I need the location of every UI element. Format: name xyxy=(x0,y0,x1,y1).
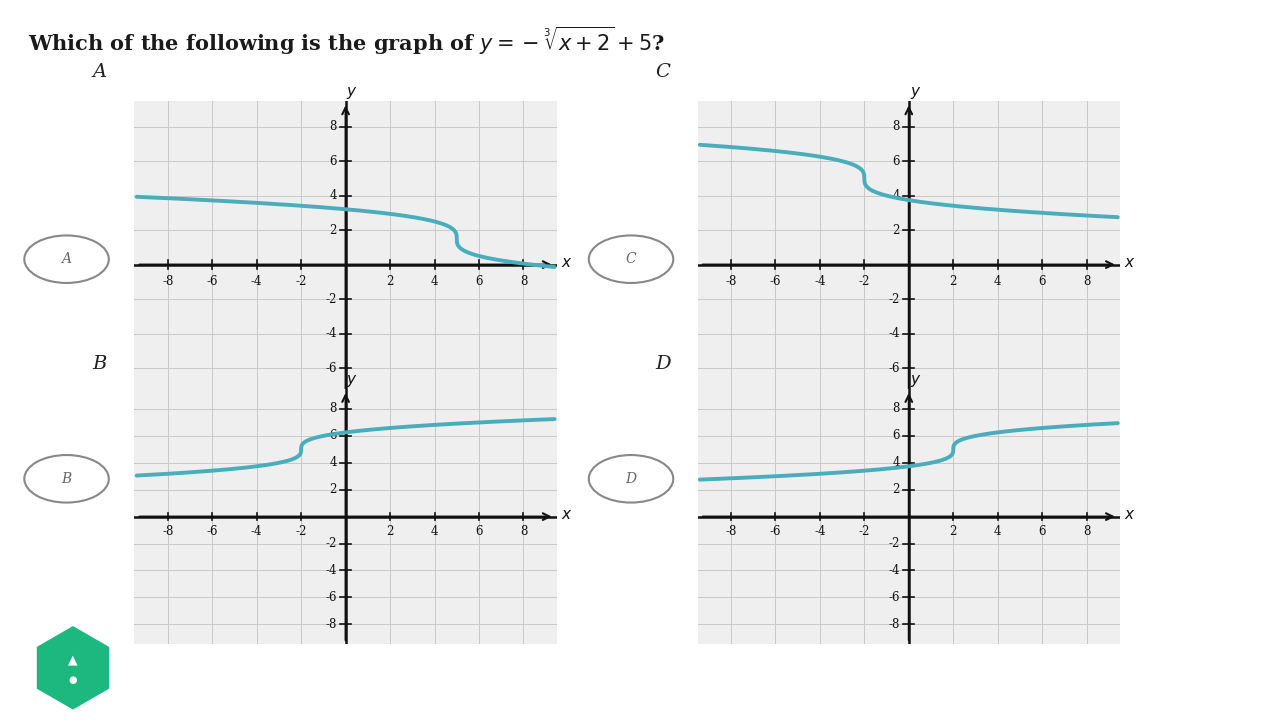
Text: 4: 4 xyxy=(329,189,337,202)
Text: C: C xyxy=(626,252,636,266)
Text: 2: 2 xyxy=(387,275,394,288)
Text: 8: 8 xyxy=(892,402,900,415)
Text: -2: -2 xyxy=(296,525,307,538)
Text: 4: 4 xyxy=(892,456,900,469)
Text: 6: 6 xyxy=(1038,525,1046,538)
Text: 6: 6 xyxy=(329,155,337,168)
Text: $x$: $x$ xyxy=(1124,508,1135,522)
Text: -6: -6 xyxy=(206,275,218,288)
Text: 6: 6 xyxy=(475,525,483,538)
Text: -8: -8 xyxy=(325,396,337,409)
Text: A: A xyxy=(92,63,106,81)
Text: -2: -2 xyxy=(859,275,870,288)
Text: 8: 8 xyxy=(1083,275,1091,288)
Text: ●: ● xyxy=(69,675,77,685)
Text: 8: 8 xyxy=(892,120,900,133)
Text: 8: 8 xyxy=(520,275,527,288)
Text: 2: 2 xyxy=(387,525,394,538)
Text: -6: -6 xyxy=(888,591,900,604)
Text: 8: 8 xyxy=(329,120,337,133)
Text: -6: -6 xyxy=(769,275,781,288)
Text: 2: 2 xyxy=(892,483,900,496)
Text: 8: 8 xyxy=(1083,525,1091,538)
Text: -4: -4 xyxy=(251,275,262,288)
Text: 2: 2 xyxy=(329,483,337,496)
Text: -2: -2 xyxy=(888,292,900,305)
Text: -4: -4 xyxy=(325,327,337,340)
Text: 4: 4 xyxy=(431,525,438,538)
Text: 8: 8 xyxy=(329,402,337,415)
Text: -4: -4 xyxy=(814,275,826,288)
Text: -2: -2 xyxy=(325,537,337,550)
Text: 6: 6 xyxy=(892,155,900,168)
Text: 2: 2 xyxy=(950,525,957,538)
Text: $x$: $x$ xyxy=(1124,256,1135,270)
Text: ▲: ▲ xyxy=(68,653,78,666)
Text: -4: -4 xyxy=(814,525,826,538)
Text: -6: -6 xyxy=(888,361,900,374)
Text: -4: -4 xyxy=(325,564,337,577)
Text: $y$: $y$ xyxy=(347,373,358,389)
Text: 4: 4 xyxy=(431,275,438,288)
Text: -2: -2 xyxy=(888,537,900,550)
Text: -6: -6 xyxy=(769,525,781,538)
Text: 2: 2 xyxy=(950,275,957,288)
Text: -8: -8 xyxy=(726,525,736,538)
Text: -6: -6 xyxy=(325,591,337,604)
Text: A: A xyxy=(61,252,72,266)
Text: -8: -8 xyxy=(163,525,173,538)
Text: D: D xyxy=(626,472,636,486)
Text: C: C xyxy=(655,63,671,81)
Text: · Khan Academy: · Khan Academy xyxy=(134,651,462,685)
Text: B: B xyxy=(61,472,72,486)
Text: 4: 4 xyxy=(892,189,900,202)
Text: Which of the following is the graph of $y = -\sqrt[3]{x+2} + 5$?: Which of the following is the graph of $… xyxy=(28,25,664,58)
Text: -4: -4 xyxy=(888,564,900,577)
Text: 6: 6 xyxy=(475,275,483,288)
Text: 8: 8 xyxy=(520,525,527,538)
Text: 6: 6 xyxy=(892,429,900,442)
Text: $y$: $y$ xyxy=(347,85,358,101)
Text: D: D xyxy=(655,356,671,374)
Text: -4: -4 xyxy=(251,525,262,538)
Text: -8: -8 xyxy=(726,275,736,288)
Text: 2: 2 xyxy=(892,224,900,237)
Text: -6: -6 xyxy=(206,525,218,538)
Text: -8: -8 xyxy=(325,618,337,631)
Text: 6: 6 xyxy=(329,429,337,442)
Text: 4: 4 xyxy=(995,275,1001,288)
Text: -8: -8 xyxy=(888,618,900,631)
Text: 4: 4 xyxy=(329,456,337,469)
Text: $x$: $x$ xyxy=(561,508,572,522)
Text: -2: -2 xyxy=(296,275,307,288)
Text: -6: -6 xyxy=(325,361,337,374)
Text: -4: -4 xyxy=(888,327,900,340)
Text: $x$: $x$ xyxy=(561,256,572,270)
Text: 2: 2 xyxy=(329,224,337,237)
Text: $y$: $y$ xyxy=(910,85,922,101)
Text: 4: 4 xyxy=(995,525,1001,538)
Text: $y$: $y$ xyxy=(910,373,922,389)
Text: -8: -8 xyxy=(888,396,900,409)
Polygon shape xyxy=(37,626,109,710)
Text: -2: -2 xyxy=(325,292,337,305)
Text: -8: -8 xyxy=(163,275,173,288)
Text: -2: -2 xyxy=(859,525,870,538)
Text: 6: 6 xyxy=(1038,275,1046,288)
Text: B: B xyxy=(92,356,106,374)
